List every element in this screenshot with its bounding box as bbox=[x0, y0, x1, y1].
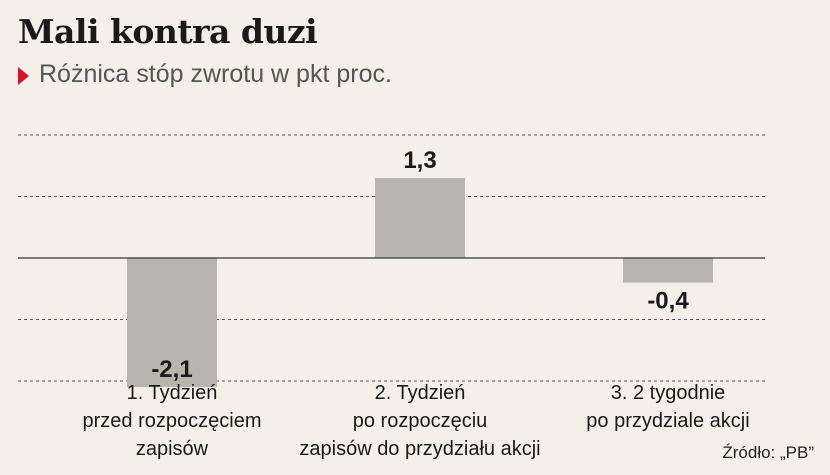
category-label: po przydziale akcji bbox=[586, 410, 749, 432]
bar bbox=[127, 258, 217, 388]
subtitle-text: Różnica stóp zwrotu w pkt proc. bbox=[39, 60, 392, 88]
category-label: po rozpoczęciu bbox=[353, 410, 488, 432]
data-label: -2,1 bbox=[151, 356, 192, 383]
data-label: -0,4 bbox=[647, 288, 689, 315]
data-label: 1,3 bbox=[403, 147, 436, 174]
category-label: zapisów bbox=[136, 438, 209, 460]
category-label: 1. Tydzień bbox=[127, 382, 218, 404]
triangle-bullet-icon bbox=[18, 66, 29, 85]
source-note: Źródło: „PB” bbox=[722, 443, 814, 462]
bar bbox=[375, 178, 465, 258]
chart-title: Mali kontra duzi bbox=[18, 12, 318, 51]
chart-subtitle: Różnica stóp zwrotu w pkt proc. bbox=[18, 60, 392, 89]
category-label: 3. 2 tygodnie bbox=[611, 382, 726, 404]
category-label: zapisów do przydziału akcji bbox=[299, 438, 540, 460]
category-label: przed rozpoczęciem bbox=[83, 410, 262, 432]
category-label: 2. Tydzień bbox=[375, 382, 466, 404]
bar bbox=[623, 258, 713, 283]
